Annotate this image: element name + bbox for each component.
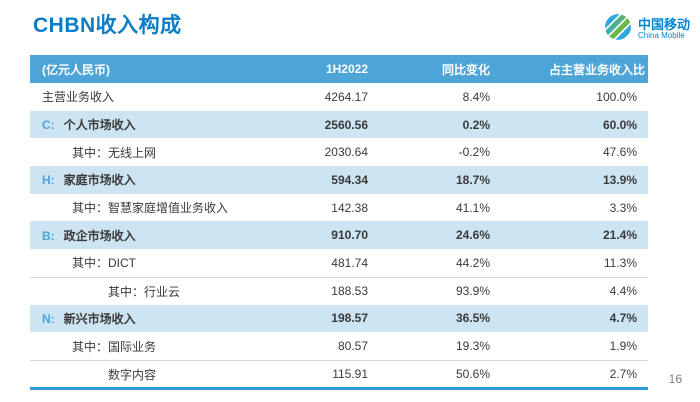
page-title: CHBN收入构成 — [33, 14, 182, 37]
revenue-table: (亿元人民币) 1H2022 同比变化 占主营业务收入比 主营业务收入 4264.… — [30, 55, 648, 388]
row-label-text: 主营业务收入 — [42, 90, 115, 105]
row-label: N: 新兴市场收入 — [30, 310, 280, 327]
table-row: 数字内容 115.91 50.6% 2.7% — [30, 359, 648, 388]
row-label-text: 其中：国际业务 — [72, 339, 157, 354]
cell-revenue: 115.91 — [332, 367, 368, 382]
row-label: 主营业务收入 — [30, 88, 280, 105]
table-row: 其中：行业云 188.53 93.9% 4.4% — [30, 276, 648, 305]
row-label: 数字内容 — [30, 366, 280, 383]
cell-revenue: 481.74 — [331, 255, 368, 270]
cell-share: 60.0% — [602, 117, 637, 132]
table-header-row: (亿元人民币) 1H2022 同比变化 占主营业务收入比 — [30, 55, 648, 83]
row-label: C: 个人市场收入 — [30, 116, 280, 133]
cell-revenue: 198.57 — [331, 311, 368, 326]
cell-revenue: 142.38 — [331, 200, 368, 215]
cell-yoy-change: 50.6% — [455, 367, 490, 382]
cell-revenue: 80.57 — [337, 339, 368, 354]
segment-letter: H: — [42, 173, 55, 188]
row-label-text: 数字内容 — [108, 367, 157, 382]
cell-revenue: 188.53 — [331, 284, 368, 299]
cell-share: 47.6% — [602, 145, 637, 160]
table-body: 主营业务收入 4264.17 8.4% 100.0% C: 个人市场收入 2560.56 0.… — [30, 83, 648, 388]
logo-text-en: China Mobile — [637, 31, 685, 41]
cell-share: 4.7% — [609, 311, 637, 326]
segment-letter: B: — [42, 228, 55, 243]
row-label-text: 家庭市场收入 — [63, 173, 136, 188]
cell-revenue: 2560.56 — [324, 117, 368, 132]
row-label-text: 个人市场收入 — [63, 118, 136, 133]
page-number: 16 — [668, 372, 682, 386]
row-label-text: 其中：DICT — [72, 256, 136, 271]
table-row: 主营业务收入 4264.17 8.4% 100.0% — [30, 83, 648, 111]
cell-revenue: 594.34 — [331, 172, 368, 187]
cell-share: 2.7% — [609, 367, 637, 382]
logo-text-cn: 中国移动 — [637, 17, 690, 33]
row-label: 其中：无线上网 — [30, 144, 280, 161]
cell-yoy-change: 19.3% — [455, 339, 490, 354]
cell-share: 11.3% — [603, 255, 637, 270]
row-label-text: 新兴市场收入 — [63, 311, 136, 326]
cell-yoy-change: 0.2% — [462, 117, 490, 132]
header-yoy-change: 同比变化 — [441, 62, 490, 77]
cell-share: 21.4% — [602, 228, 637, 243]
cell-revenue: 2030.64 — [324, 145, 368, 160]
row-label-text: 其中：无线上网 — [72, 145, 157, 160]
table-row: 其中：国际业务 80.57 19.3% 1.9% — [30, 332, 648, 360]
cell-share: 1.9% — [609, 339, 637, 354]
cell-yoy-change: 44.2% — [455, 255, 490, 270]
row-label: 其中：DICT — [30, 254, 280, 271]
table-row: N: 新兴市场收入 198.57 36.5% 4.7% — [30, 304, 648, 333]
table-row: C: 个人市场收入 2560.56 0.2% 60.0% — [30, 110, 648, 139]
cell-yoy-change: 8.4% — [462, 89, 490, 104]
cell-yoy-change: 18.7% — [455, 172, 490, 187]
row-label-text: 政企市场收入 — [63, 228, 136, 243]
table-row: 其中：智慧家庭增值业务收入 142.38 41.1% 3.3% — [30, 193, 648, 222]
row-label: 其中：智慧家庭增值业务收入 — [30, 199, 280, 216]
row-label: 其中：行业云 — [30, 283, 280, 300]
table-bottom-rule — [30, 387, 648, 390]
row-label: H: 家庭市场收入 — [30, 171, 280, 188]
row-label: 其中：国际业务 — [30, 338, 280, 355]
row-label-text: 其中：行业云 — [108, 284, 181, 299]
header-share: 占主营业务收入比 — [548, 62, 645, 77]
cell-revenue: 4264.17 — [324, 89, 368, 104]
cell-share: 13.9% — [602, 172, 637, 187]
table-row: B: 政企市场收入 910.70 24.6% 21.4% — [30, 221, 648, 250]
china-mobile-logo: 中国移动 China Mobile — [599, 8, 690, 47]
cell-yoy-change: 24.6% — [455, 228, 490, 243]
cell-share: 4.4% — [609, 284, 637, 299]
cell-share: 100.0% — [596, 89, 637, 104]
cell-yoy-change: 93.9% — [455, 284, 490, 299]
row-label: B: 政企市场收入 — [30, 227, 280, 244]
header-unit: (亿元人民币) — [42, 62, 110, 77]
row-label-text: 其中：智慧家庭增值业务收入 — [72, 201, 229, 216]
china-mobile-logo-icon — [599, 8, 637, 47]
cell-yoy-change: 36.5% — [455, 311, 490, 326]
table-row: H: 家庭市场收入 594.34 18.7% 13.9% — [30, 166, 648, 194]
segment-letter: N: — [42, 311, 55, 326]
table-row: 其中：无线上网 2030.64 -0.2% 47.6% — [30, 138, 648, 167]
cell-yoy-change: -0.2% — [458, 145, 490, 160]
cell-yoy-change: 41.1% — [455, 200, 490, 215]
cell-revenue: 910.70 — [331, 228, 368, 243]
header-1h2022: 1H2022 — [325, 62, 368, 76]
cell-share: 3.3% — [609, 200, 637, 215]
segment-letter: C: — [42, 118, 55, 133]
table-row: 其中：DICT 481.74 44.2% 11.3% — [30, 249, 648, 277]
